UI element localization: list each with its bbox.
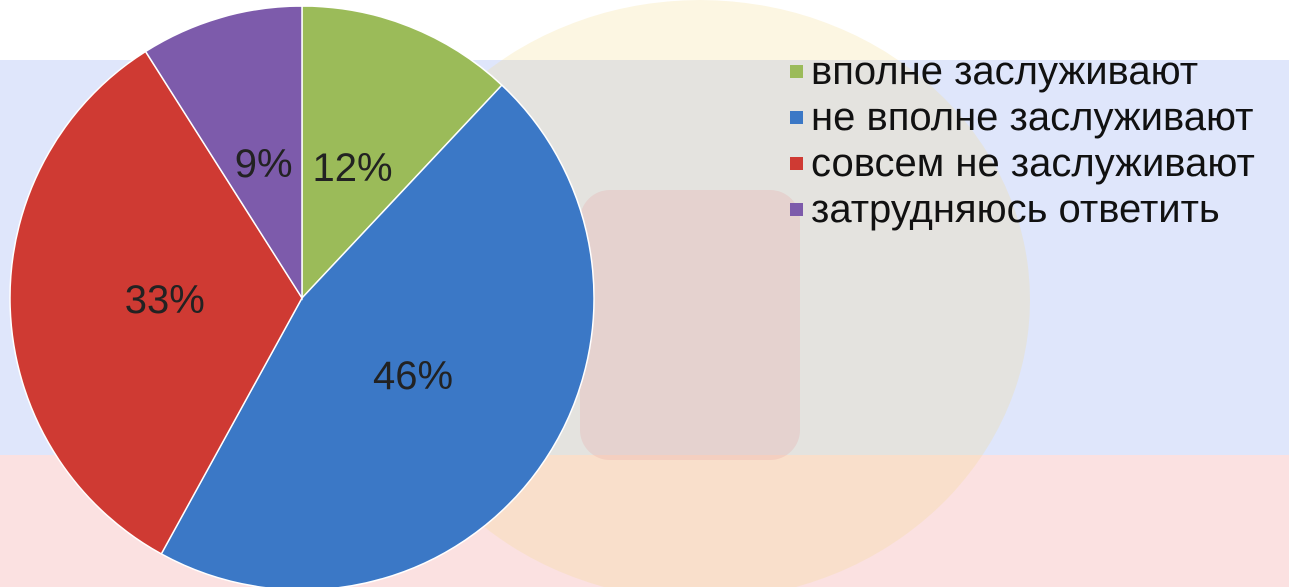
legend-label: не вполне заслуживают — [811, 94, 1253, 140]
pie: 12% 46% 33% 9% — [10, 6, 594, 587]
legend-label: затрудняюсь ответить — [811, 186, 1220, 232]
legend-label: вполне заслуживают — [811, 48, 1198, 94]
value-label: 46% — [373, 354, 453, 398]
legend-swatch — [790, 111, 803, 124]
value-label: 9% — [235, 142, 293, 186]
legend-swatch — [790, 203, 803, 216]
legend-swatch — [790, 65, 803, 78]
legend-item: совсем не заслуживают — [790, 140, 1285, 186]
legend-item: затрудняюсь ответить — [790, 186, 1285, 232]
legend-item: не вполне заслуживают — [790, 94, 1285, 140]
value-label: 12% — [312, 146, 392, 190]
legend-swatch — [790, 157, 803, 170]
legend-label: совсем не заслуживают — [811, 140, 1255, 186]
value-label: 33% — [125, 278, 205, 322]
background-shield — [580, 190, 800, 460]
page: 12% 46% 33% 9% вполне заслуживаютне вполне … — [0, 0, 1289, 587]
legend-item: вполне заслуживают — [790, 48, 1285, 94]
